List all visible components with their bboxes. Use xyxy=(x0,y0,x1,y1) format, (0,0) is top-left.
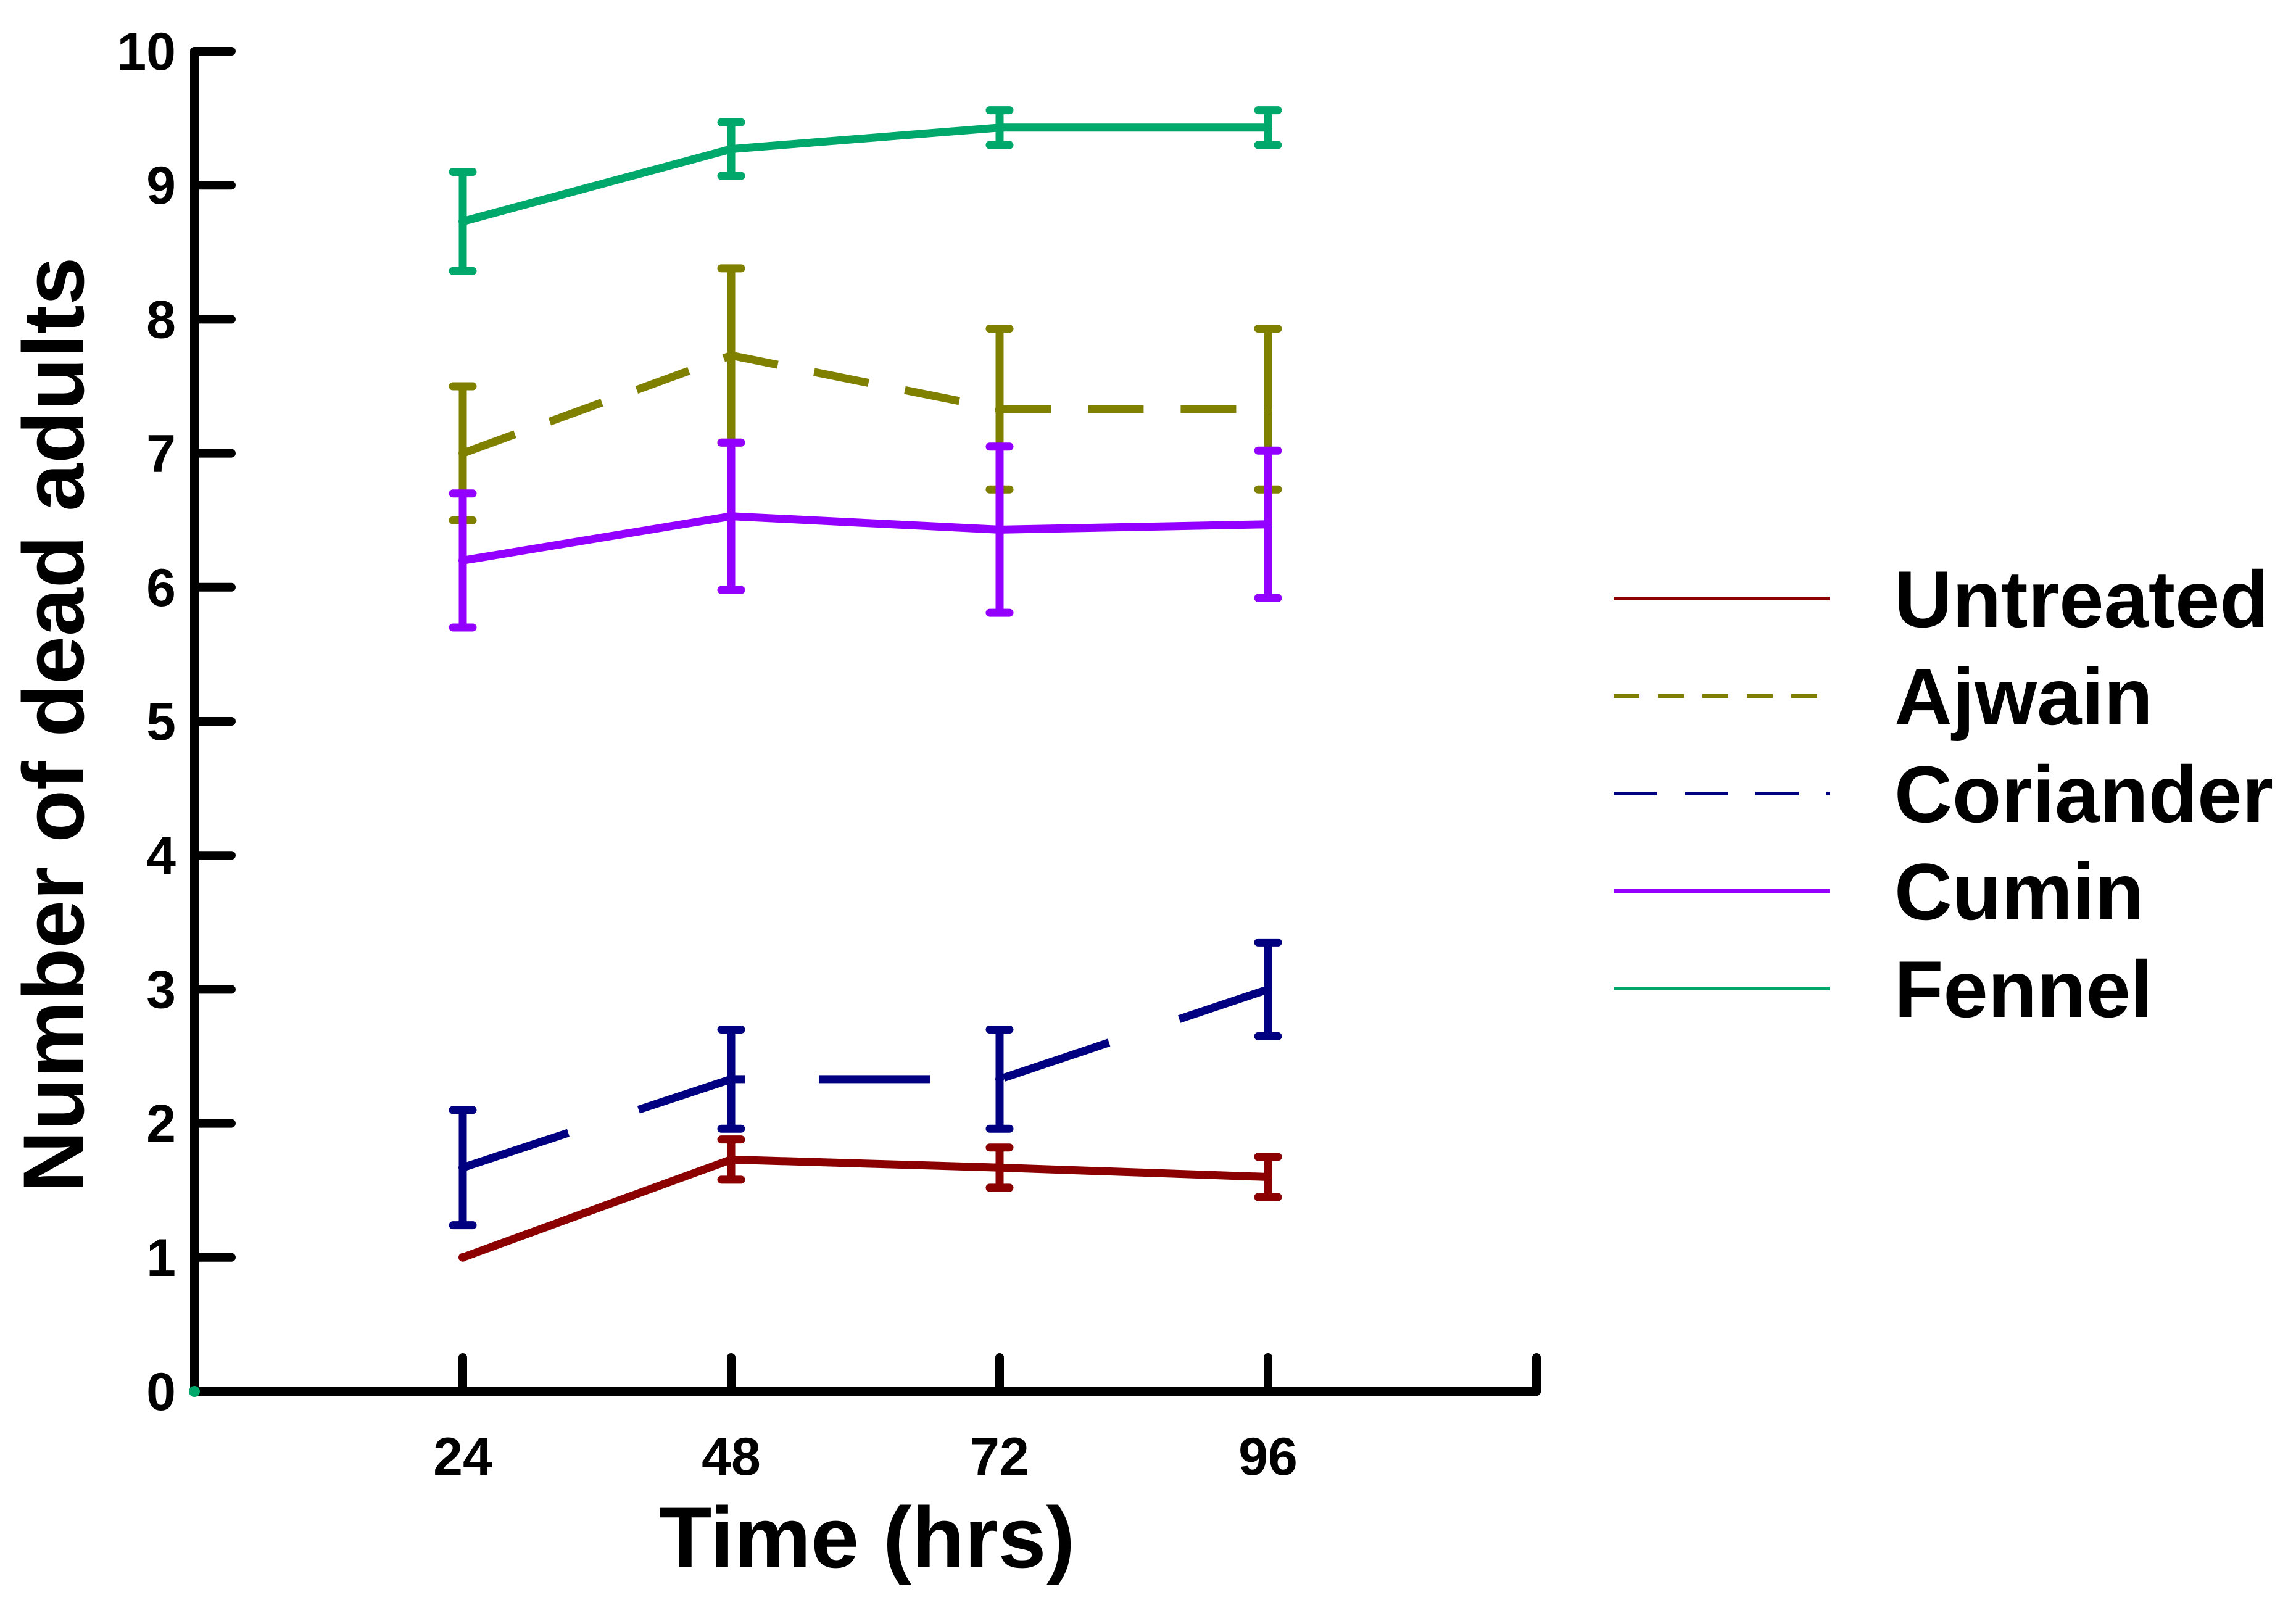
y-tick-label: 9 xyxy=(146,156,176,215)
y-tick-label: 10 xyxy=(117,22,176,81)
data-point xyxy=(458,1253,467,1262)
axes-group xyxy=(189,47,1541,1397)
data-point xyxy=(727,144,736,154)
x-tick-label: 72 xyxy=(970,1427,1029,1486)
data-point xyxy=(458,1163,467,1172)
data-point xyxy=(1264,123,1272,132)
data-point xyxy=(1264,985,1272,994)
series-fennel xyxy=(449,106,1282,275)
series-cumin xyxy=(449,438,1282,632)
tick-labels-group: 0 1 2 3 4 5 6 7 8 9 10 24 48 72 96 xyxy=(117,22,1298,1486)
data-point xyxy=(995,1074,1004,1084)
legend-label-fennel: Fennel xyxy=(1894,944,2153,1034)
series-line xyxy=(462,512,1269,565)
y-tick-label: 1 xyxy=(146,1229,176,1288)
data-point xyxy=(458,217,467,226)
x-tick-label: 24 xyxy=(433,1427,492,1486)
data-point xyxy=(727,1155,736,1164)
origin-marker xyxy=(189,1386,200,1397)
data-point xyxy=(1264,1172,1272,1182)
legend-label-untreated: Untreated xyxy=(1894,554,2269,644)
y-tick-label: 5 xyxy=(146,692,176,752)
x-tick-label: 48 xyxy=(702,1427,761,1486)
data-point xyxy=(1264,404,1272,413)
series-ajwain xyxy=(449,264,1282,524)
x-tick-label: 96 xyxy=(1238,1427,1298,1486)
data-point xyxy=(458,556,467,565)
y-axis-title: Number of dead adults xyxy=(5,257,102,1193)
series-group xyxy=(449,106,1282,1262)
data-point xyxy=(727,1074,736,1084)
data-point xyxy=(995,525,1004,534)
data-point xyxy=(995,404,1004,413)
data-point xyxy=(995,1163,1004,1172)
series-untreated xyxy=(458,1135,1282,1262)
data-point xyxy=(727,512,736,521)
y-tick-label: 3 xyxy=(146,960,176,1019)
data-point xyxy=(458,449,467,458)
legend-label-ajwain: Ajwain xyxy=(1894,652,2153,742)
x-axis-title: Time (hrs) xyxy=(659,1489,1075,1586)
legend-label-coriander: Coriander xyxy=(1894,749,2273,839)
data-point xyxy=(1264,520,1272,529)
y-tick-label: 8 xyxy=(146,290,176,349)
data-point xyxy=(727,351,736,360)
y-tick-label: 4 xyxy=(146,826,176,885)
series-coriander xyxy=(449,938,1282,1230)
y-tick-label: 7 xyxy=(146,425,176,484)
series-line xyxy=(461,1155,1269,1261)
series-line xyxy=(461,351,1268,457)
y-tick-label: 6 xyxy=(146,558,176,618)
series-line xyxy=(462,123,1268,226)
series-line xyxy=(461,985,1270,1172)
y-tick-label: 2 xyxy=(146,1095,176,1154)
legend-label-cumin: Cumin xyxy=(1894,847,2144,937)
y-tick-label: 0 xyxy=(146,1362,176,1422)
data-point xyxy=(995,123,1004,132)
